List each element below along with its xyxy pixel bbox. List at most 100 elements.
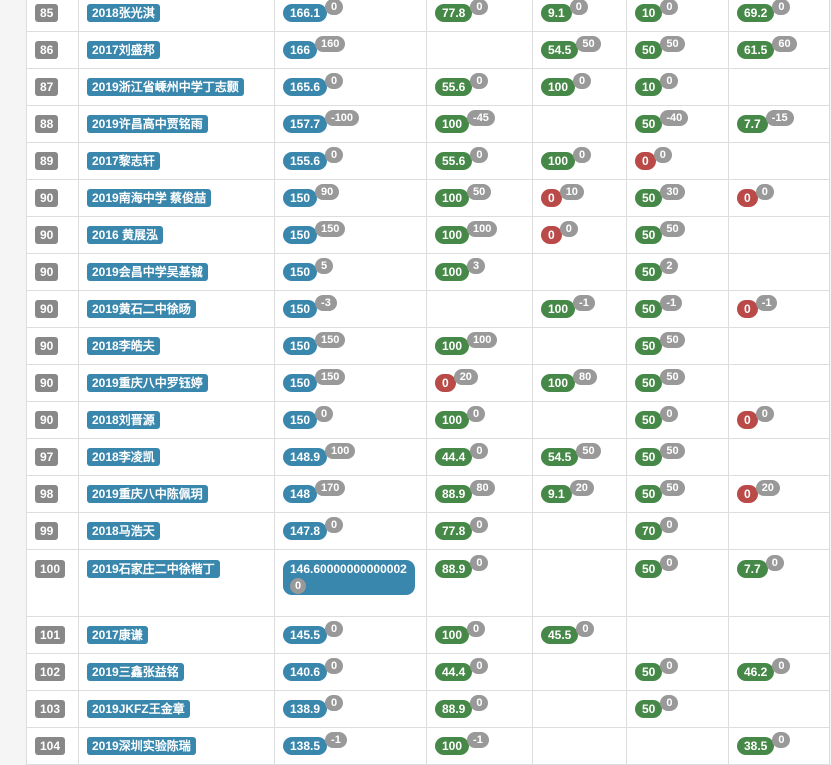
problem-1-score-badge: 100: [435, 337, 470, 355]
total-score-cell: 150 5: [274, 253, 427, 291]
name-cell: 2019三鑫张益铭: [78, 653, 275, 691]
total-score-cell: 150 0: [274, 401, 427, 439]
problem-1-delta-badge: 0: [470, 695, 489, 711]
problem-4-cell: 38.5 0: [728, 727, 830, 765]
problem-2-score-badge: 100: [541, 152, 576, 170]
rank-cell: 100: [26, 549, 79, 617]
problem-3-cell: 50 0: [626, 690, 729, 728]
problem-4-delta-badge: 0: [765, 555, 784, 571]
rank-label: 103: [35, 700, 66, 718]
contestant-name-link[interactable]: 2019浙江省嵊州中学丁志颢: [87, 78, 244, 96]
problem-2-cell: [532, 727, 627, 765]
problem-3-cell: 50 2: [626, 253, 729, 291]
rank-label: 102: [35, 663, 66, 681]
rank-label: 89: [35, 152, 59, 170]
contestant-name-link[interactable]: 2019黄石二中徐旸: [87, 300, 196, 318]
total-score-cell: 148.9 100: [274, 438, 427, 476]
problem-3-delta-badge: 0: [660, 517, 679, 533]
total-delta-badge: -3: [315, 295, 337, 311]
table-row: 90 2019南海中学 蔡俊喆 150 90 100 50 0 10 50 30 0 0: [26, 179, 830, 217]
rank-cell: 90: [26, 216, 79, 254]
total-delta-badge: 160: [315, 36, 346, 52]
contestant-name-link[interactable]: 2017康谦: [87, 626, 148, 644]
rank-cell: 90: [26, 364, 79, 402]
problem-1-cell: 100 0: [426, 401, 533, 439]
problem-3-cell: 50 50: [626, 31, 729, 69]
problem-1-delta-badge: 0: [467, 621, 486, 637]
contestant-name-link[interactable]: 2018李凌凯: [87, 448, 160, 466]
rank-label: 90: [35, 189, 59, 207]
contestant-name-link[interactable]: 2019许昌高中贾铭雨: [87, 115, 208, 133]
problem-1-delta-badge: -45: [467, 110, 495, 126]
total-score-cell: 166 160: [274, 31, 427, 69]
name-cell: 2018马浩天: [78, 512, 275, 550]
problem-2-cell: [532, 401, 627, 439]
rank-label: 85: [35, 4, 59, 22]
problem-3-delta-badge: 30: [660, 184, 685, 200]
problem-2-cell: [532, 512, 627, 550]
total-score-badge: 150: [283, 374, 318, 392]
problem-3-delta-badge: 50: [660, 480, 685, 496]
contestant-name-link[interactable]: 2019三鑫张益铭: [87, 663, 184, 681]
problem-2-score-badge: 9.1: [541, 485, 572, 503]
table-row: 90 2019会昌中学吴基铖 150 5 100 3 50 2: [26, 253, 830, 291]
contestant-name-link[interactable]: 2019会昌中学吴基铖: [87, 263, 208, 281]
name-cell: 2019黄石二中徐旸: [78, 290, 275, 328]
problem-1-score-badge: 88.9: [435, 485, 473, 503]
contestant-name-link[interactable]: 2019石家庄二中徐楷丁: [87, 560, 220, 578]
name-cell: 2017康谦: [78, 616, 275, 654]
table-row: 90 2016 黄展泓 150 150 100 100 0 0 50 50: [26, 216, 830, 254]
problem-3-score-badge: 50: [635, 300, 663, 318]
table-row: 98 2019重庆八中陈佩玥 148 170 88.9 80 9.1 20 50 50 0 20: [26, 475, 830, 513]
total-score-badge: 138.9: [283, 700, 328, 718]
total-delta-badge: 0: [325, 73, 344, 89]
problem-2-cell: 45.5 0: [532, 616, 627, 654]
contestant-name-link[interactable]: 2019JKFZ王金章: [87, 700, 190, 718]
total-delta-badge: 0: [325, 621, 344, 637]
contestant-name-link[interactable]: 2019深圳实验陈瑞: [87, 737, 196, 755]
problem-3-score-badge: 50: [635, 189, 663, 207]
problem-3-score-badge: 0: [635, 152, 656, 170]
problem-4-cell: [728, 142, 830, 180]
contestant-name-link[interactable]: 2017刘盛邦: [87, 41, 160, 59]
contestant-name-link[interactable]: 2018马浩天: [87, 522, 160, 540]
contestant-name-link[interactable]: 2017黎志轩: [87, 152, 160, 170]
problem-1-delta-badge: 3: [467, 258, 486, 274]
problem-3-score-badge: 50: [635, 411, 663, 429]
problem-3-score-badge: 50: [635, 448, 663, 466]
table-row: 99 2018马浩天 147.8 0 77.8 0 70 0: [26, 512, 830, 550]
problem-3-cell: 50 30: [626, 179, 729, 217]
contestant-name-link[interactable]: 2018李皓夫: [87, 337, 160, 355]
ranking-table-body: 85 2018张光淇 166.1 0 77.8 0 9.1 0 10 0 69.2 0 86 2017刘盛…: [26, 0, 830, 765]
contestant-name-link[interactable]: 2018张光淇: [87, 4, 160, 22]
contestant-name-link[interactable]: 2016 黄展泓: [87, 226, 164, 244]
rank-label: 100: [35, 560, 66, 578]
total-delta-badge: 0: [325, 147, 344, 163]
problem-1-cell: 0 20: [426, 364, 533, 402]
contestant-name-link[interactable]: 2019重庆八中陈佩玥: [87, 485, 208, 503]
problem-2-delta-badge: 20: [569, 480, 594, 496]
problem-1-delta-badge: 20: [453, 369, 478, 385]
contestant-name-link[interactable]: 2019重庆八中罗钰婷: [87, 374, 208, 392]
problem-1-delta-badge: 0: [470, 555, 489, 571]
problem-4-delta-badge: 0: [755, 184, 774, 200]
problem-1-score-badge: 88.9: [435, 700, 473, 718]
rank-cell: 104: [26, 727, 79, 765]
contestant-name-link[interactable]: 2019南海中学 蔡俊喆: [87, 189, 212, 207]
total-score-badge: 166.1: [283, 4, 328, 22]
problem-2-cell: 100 0: [532, 68, 627, 106]
problem-1-delta-badge: 100: [467, 332, 498, 348]
total-delta-badge: 0: [325, 695, 344, 711]
rank-cell: 98: [26, 475, 79, 513]
contestant-name-link[interactable]: 2018刘晋源: [87, 411, 160, 429]
problem-2-score-badge: 100: [541, 78, 576, 96]
problem-3-cell: 50 50: [626, 364, 729, 402]
rank-cell: 87: [26, 68, 79, 106]
problem-2-score-badge: 54.5: [541, 448, 579, 466]
problem-1-cell: 88.9 80: [426, 475, 533, 513]
problem-1-score-badge: 100: [435, 411, 470, 429]
rank-cell: 90: [26, 401, 79, 439]
